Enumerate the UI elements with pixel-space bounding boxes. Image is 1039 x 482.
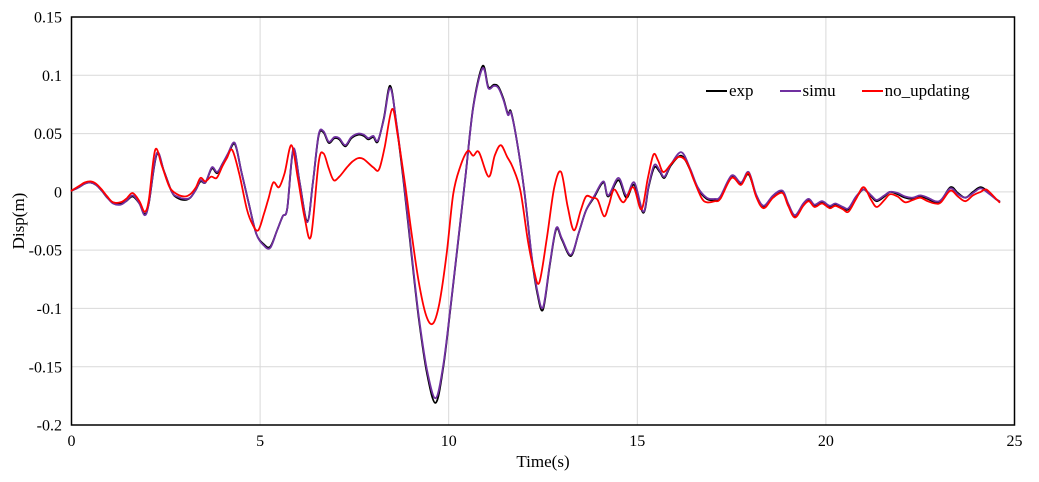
series-line-exp: [70, 64, 1001, 404]
y-tick-label: 0.1: [42, 68, 62, 85]
series-line-simu: [70, 67, 1001, 400]
y-tick-label: -0.1: [37, 301, 62, 318]
x-tick-label: 15: [629, 433, 645, 450]
y-tick-label: 0: [54, 184, 62, 201]
legend-label-exp: exp: [729, 81, 754, 100]
x-tick-label: 25: [1007, 433, 1023, 450]
series-line-no_updating: [70, 108, 1001, 326]
y-tick-label: 0.05: [34, 126, 62, 143]
plot-border: [70, 16, 1016, 426]
legend-item-no-updating: no_updating: [861, 81, 970, 100]
y-axis-title: Disp(m): [9, 192, 28, 250]
x-axis-title: Time(s): [516, 452, 570, 471]
legend-line-exp: [706, 89, 727, 92]
legend-item-simu: simu: [779, 81, 836, 100]
legend-label-simu: simu: [802, 81, 836, 100]
y-tick-label: -0.2: [37, 418, 62, 435]
legend-line-simu: [779, 89, 801, 92]
x-tick-label: 5: [256, 433, 264, 450]
x-tick-label: 10: [441, 433, 457, 450]
y-tick-label: 0.15: [34, 10, 62, 27]
x-tick-label: 0: [68, 433, 76, 450]
legend-line-no-updating: [861, 89, 883, 92]
legend: exp simu no_updating: [706, 82, 970, 99]
legend-label-no-updating: no_updating: [884, 81, 970, 100]
y-tick-label: -0.05: [29, 243, 62, 260]
x-tick-label: 20: [818, 433, 834, 450]
legend-item-exp: exp: [706, 82, 754, 99]
y-tick-label: -0.15: [29, 359, 62, 376]
